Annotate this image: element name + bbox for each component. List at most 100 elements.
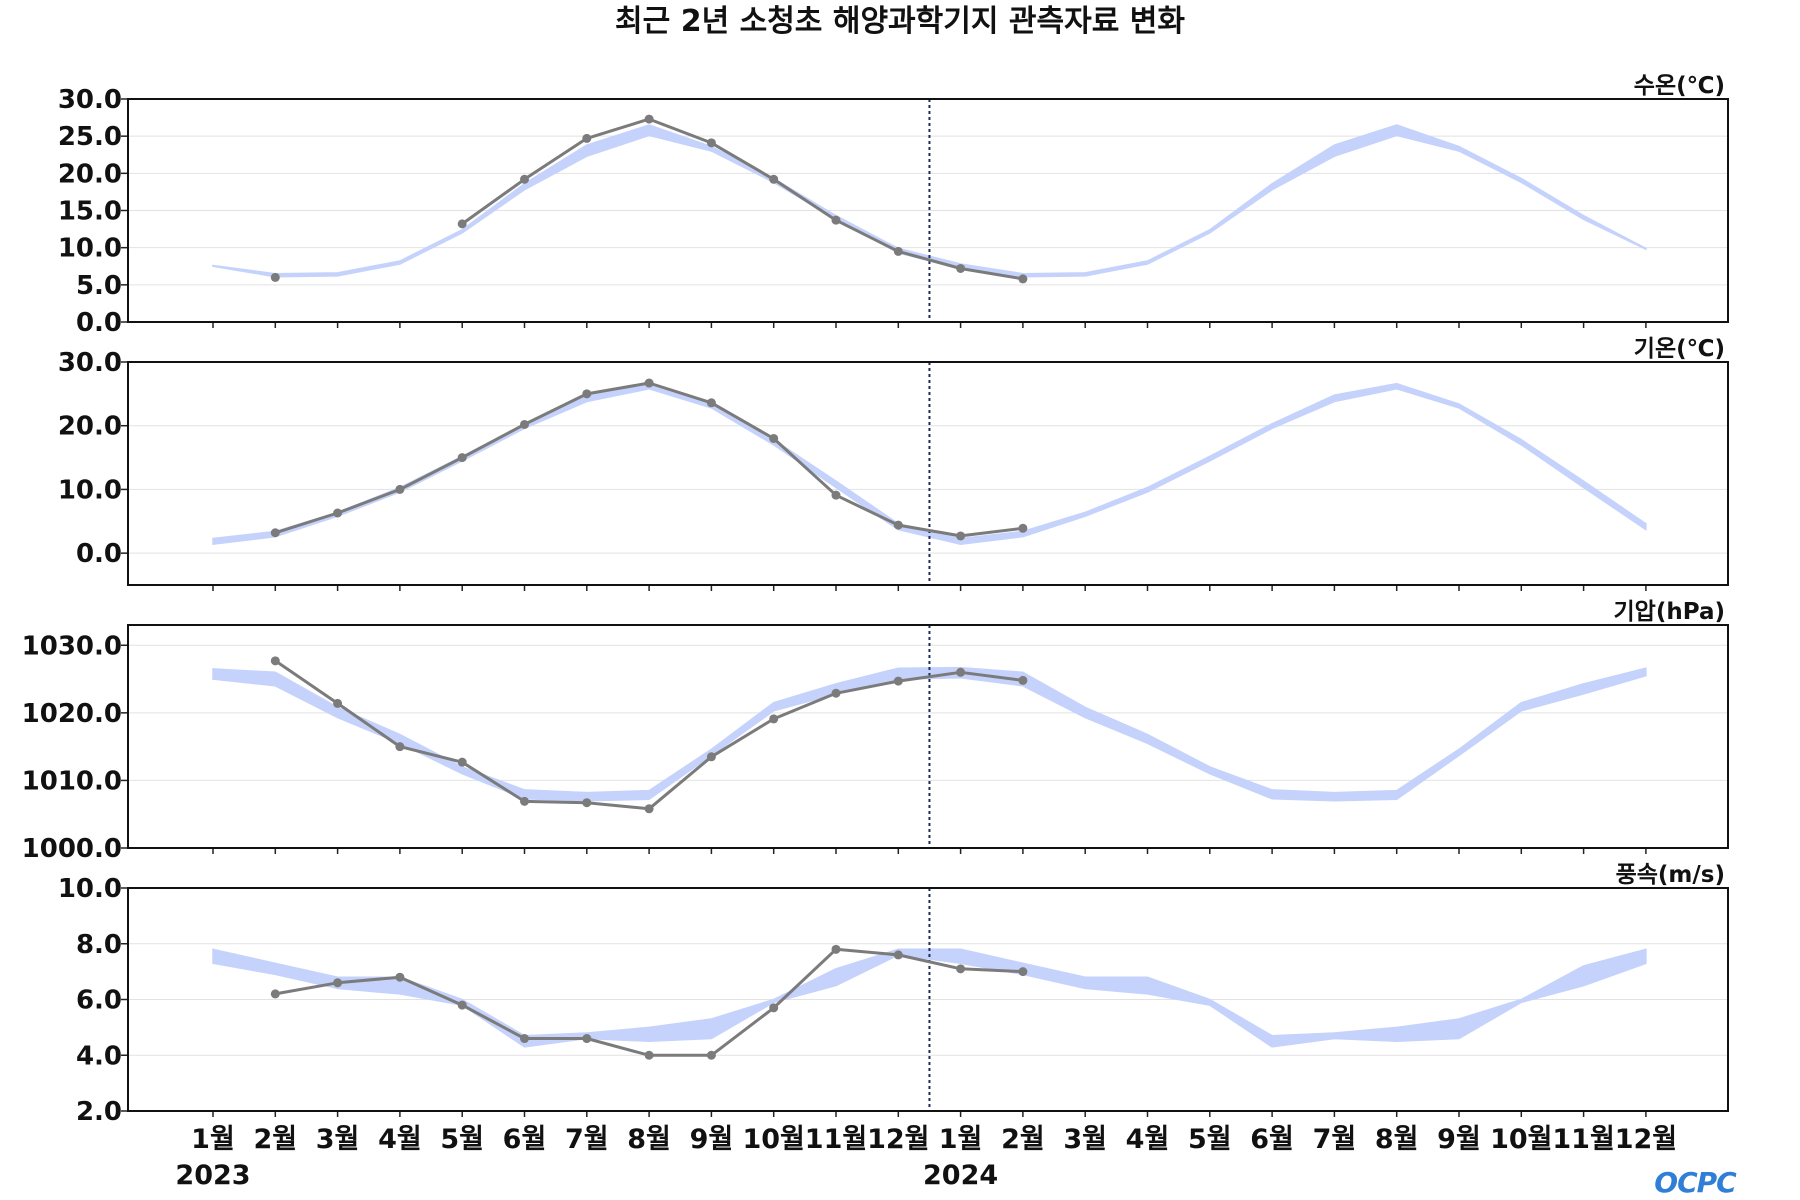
observed-point (1018, 523, 1028, 533)
y-axis-label: 기온(℃) (1634, 336, 1725, 362)
y-tick-label: 20.0 (58, 159, 122, 189)
year-label: 2023 (175, 1160, 250, 1191)
x-tick-label: 10월 (742, 1124, 804, 1155)
observed-point (395, 742, 405, 752)
x-tick-label: 4월 (1126, 1124, 1170, 1155)
observed-point (644, 114, 654, 124)
observed-point (270, 989, 280, 999)
x-tick-label: 12월 (1615, 1124, 1677, 1155)
observed-point (270, 528, 280, 538)
x-tick-label: 3월 (1063, 1124, 1107, 1155)
chart-title: 최근 2년 소청초 해양과학기지 관측자료 변화 (615, 4, 1185, 39)
x-tick-label: 2월 (1001, 1124, 1045, 1155)
x-tick-label: 1월 (939, 1124, 983, 1155)
observed-point (1018, 967, 1028, 977)
y-tick-label: 25.0 (58, 122, 122, 152)
observed-point (395, 484, 405, 494)
observed-point (333, 508, 343, 518)
y-tick-label: 6.0 (76, 986, 122, 1016)
observed-point (582, 1034, 592, 1044)
x-tick-label: 4월 (378, 1124, 422, 1155)
observed-point (956, 531, 966, 541)
x-tick-label: 6월 (1250, 1124, 1294, 1155)
y-tick-label: 30.0 (58, 85, 122, 115)
normal-range-band (212, 666, 1647, 802)
observed-point (582, 798, 592, 808)
panel-frame (127, 624, 1729, 849)
y-tick-label: 15.0 (58, 197, 122, 227)
observed-point (270, 656, 280, 666)
x-tick-label: 5월 (440, 1124, 484, 1155)
observed-point (769, 1003, 779, 1013)
observed-point (333, 978, 343, 988)
panel-background (128, 625, 1728, 848)
observed-point (831, 490, 841, 500)
x-tick-label: 7월 (565, 1124, 609, 1155)
y-tick-label: 20.0 (58, 412, 122, 442)
y-tick-label: 8.0 (76, 930, 122, 960)
observed-point (520, 419, 529, 429)
x-tick-label: 2월 (253, 1124, 297, 1155)
observed-point (956, 964, 966, 974)
observed-point (831, 944, 841, 954)
x-tick-label: 5월 (1188, 1124, 1232, 1155)
x-tick-label: 6월 (503, 1124, 547, 1155)
x-tick-label: 11월 (1552, 1124, 1614, 1155)
normal-range-band (212, 948, 1647, 1048)
panel-2: 0.0 10.0 20.0 30.0 기온(℃) (58, 336, 1729, 591)
x-tick-label: 11월 (805, 1124, 867, 1155)
observed-point (893, 246, 903, 256)
observed-point (644, 378, 654, 388)
observed-point (706, 752, 716, 762)
x-tick-label: 9월 (690, 1124, 734, 1155)
observed-point (893, 520, 903, 530)
observed-point (582, 133, 592, 143)
y-tick-label: 1000.0 (22, 834, 122, 864)
y-axis-label: 기압(hPa) (1614, 599, 1725, 625)
observed-point (520, 1034, 529, 1044)
year-label: 2024 (923, 1160, 998, 1191)
y-tick-label: 10.0 (58, 874, 122, 904)
observed-line (461, 117, 1024, 281)
observed-point (457, 757, 467, 767)
x-tick-label: 8월 (627, 1124, 671, 1155)
x-axis: 1월 2월 3월 4월 5월 6월 7월 8월 9월 10월 11월 12월 1월 2월 3월 4월 5월 6월 7… (175, 1124, 1677, 1191)
observed-point (706, 398, 716, 408)
y-tick-label: 30.0 (58, 348, 122, 378)
observed-point (893, 950, 903, 960)
observed-point (333, 698, 343, 708)
observed-point (644, 1050, 654, 1060)
y-tick-label: 10.0 (58, 234, 122, 264)
observed-point (1018, 274, 1028, 284)
observed-point (893, 676, 903, 686)
observed-point (582, 389, 592, 399)
observed-point (520, 796, 529, 806)
observed-point (831, 215, 841, 225)
y-tick-label: 0.0 (76, 308, 122, 338)
observed-point (457, 453, 467, 463)
x-tick-label: 10월 (1490, 1124, 1552, 1155)
observed-point (457, 1000, 467, 1010)
y-tick-label: 2.0 (76, 1097, 122, 1127)
panel-3: 1000.0 1010.0 1020.0 1030.0 기압(hPa) (22, 599, 1729, 864)
observed-point (769, 174, 779, 184)
observed-point (706, 138, 716, 148)
y-axis-label: 수온(℃) (1634, 73, 1725, 99)
panel-frame (127, 887, 1729, 1112)
y-tick-label: 1030.0 (22, 631, 122, 661)
x-tick-label: 12월 (867, 1124, 929, 1155)
panel-background (128, 362, 1728, 585)
y-tick-label: 4.0 (76, 1041, 122, 1071)
panel-4: 2.0 4.0 6.0 8.0 10.0 풍속(m/s) (58, 862, 1729, 1127)
observed-point (457, 219, 467, 229)
panel-1: 0.0 5.0 10.0 15.0 20.0 25.0 30.0 수온(℃) (58, 73, 1729, 338)
observed-point (395, 972, 405, 982)
x-tick-label: 9월 (1437, 1124, 1481, 1155)
y-tick-label: 0.0 (76, 539, 122, 569)
y-axis-label: 풍속(m/s) (1616, 862, 1725, 888)
x-tick-label: 8월 (1375, 1124, 1419, 1155)
panel-frame (127, 361, 1729, 586)
observed-point (956, 263, 966, 273)
observed-point (1018, 675, 1028, 685)
